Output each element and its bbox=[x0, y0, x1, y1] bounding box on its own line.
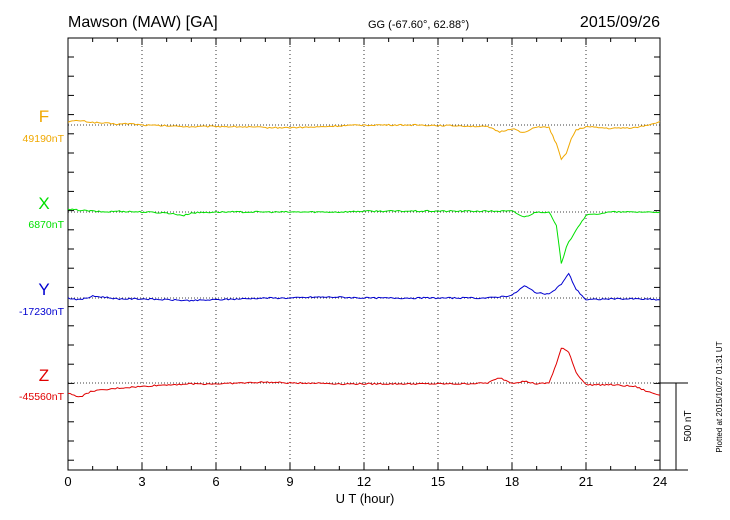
series-baseline-Z: -45560nT bbox=[19, 391, 65, 403]
series-line-X bbox=[67, 208, 661, 264]
date-label: 2015/09/26 bbox=[580, 14, 660, 31]
series-name-Y: Y bbox=[38, 280, 49, 299]
x-tick-label: 12 bbox=[357, 474, 371, 489]
header: Mawson (MAW) [GA] GG (-67.60°, 62.88°) 2… bbox=[68, 14, 660, 31]
series-lines bbox=[67, 119, 661, 398]
series-labels: F 49190nT X 6870nT Y -17230nT Z -45560nT bbox=[19, 107, 65, 403]
x-tick-label: 9 bbox=[286, 474, 293, 489]
series-line-Z bbox=[67, 347, 661, 398]
series-baseline-X: 6870nT bbox=[28, 219, 64, 231]
x-tick-label: 18 bbox=[505, 474, 519, 489]
x-tick-label: 24 bbox=[653, 474, 667, 489]
x-tick-label: 3 bbox=[138, 474, 145, 489]
x-tick-label: 6 bbox=[212, 474, 219, 489]
series-name-X: X bbox=[38, 194, 49, 213]
series-line-F bbox=[67, 119, 661, 161]
series-baseline-Y: -17230nT bbox=[19, 306, 65, 318]
plotted-timestamp: Plotted at 2015/10/27 01:31 UT bbox=[715, 341, 724, 452]
x-tick-label: 21 bbox=[579, 474, 593, 489]
scale-bar: 500 nT bbox=[658, 382, 694, 471]
x-tick-label: 0 bbox=[64, 474, 71, 489]
series-name-Z: Z bbox=[39, 366, 49, 385]
series-name-F: F bbox=[39, 107, 49, 126]
x-axis-ticks: 0 3 6 9 12 15 18 21 24 bbox=[64, 474, 667, 489]
station-title: Mawson (MAW) [GA] bbox=[68, 14, 218, 31]
x-tick-label: 15 bbox=[431, 474, 445, 489]
station-coordinates: GG (-67.60°, 62.88°) bbox=[368, 19, 469, 31]
series-baseline-F: 49190nT bbox=[23, 133, 65, 145]
series-line-Y bbox=[67, 272, 661, 302]
x-axis-label: U T (hour) bbox=[336, 491, 395, 506]
grid-lines bbox=[141, 38, 587, 470]
scale-bar-label: 500 nT bbox=[683, 410, 694, 441]
